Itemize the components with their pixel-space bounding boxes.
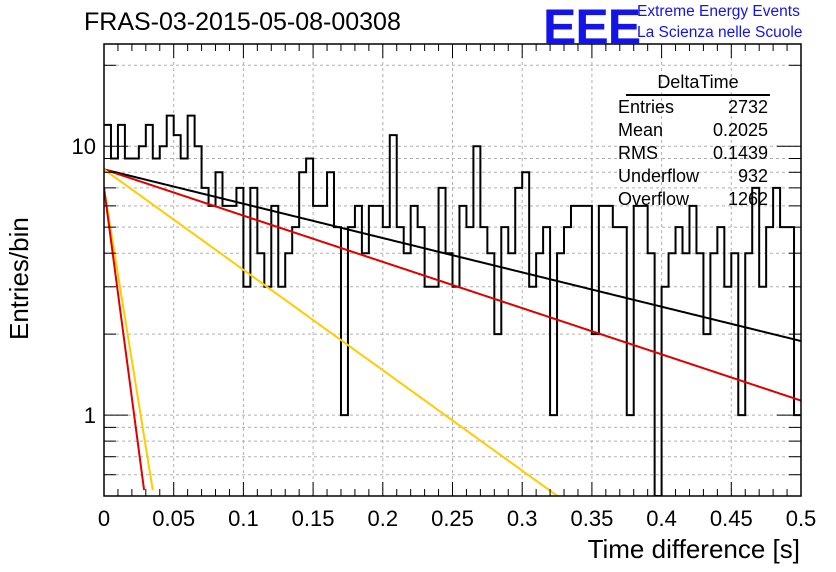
stats-row-rms: RMS 0.1439 xyxy=(612,142,778,165)
stats-label: Entries xyxy=(618,97,675,117)
y-tick-label: 1 xyxy=(84,403,96,428)
x-tick-label: 0.4 xyxy=(646,506,677,531)
y-tick-label: 10 xyxy=(72,134,96,159)
histogram-series xyxy=(104,114,801,496)
stats-value: 1262 xyxy=(727,189,768,209)
x-tick-label: 0.1 xyxy=(228,506,259,531)
x-tick-label: 0.05 xyxy=(152,506,195,531)
x-tick-label: 0.2 xyxy=(368,506,399,531)
logo-subtitle-2: La Scienza nelle Scuole xyxy=(637,24,803,41)
x-tick-label: 0 xyxy=(98,506,110,531)
stats-title: DeltaTime xyxy=(626,73,770,96)
stats-value: 932 xyxy=(737,166,768,186)
eee-logo: EEE xyxy=(543,0,641,55)
chart-title: FRAS-03-2015-05-08-00308 xyxy=(84,8,401,36)
histogram-step-line xyxy=(104,114,801,496)
stats-value: 0.1439 xyxy=(712,143,768,163)
stats-label: Overflow xyxy=(618,189,690,209)
stats-label: Underflow xyxy=(618,166,700,186)
x-tick-label: 0.5 xyxy=(786,506,817,531)
axis-ticks: 0 0.05 0.1 0.15 0.2 0.25 0.3 0.35 0.4 0.45 0.5 1 10 xyxy=(72,44,817,531)
fit-curve-5 xyxy=(104,187,146,491)
fit-curve-4 xyxy=(104,187,154,491)
stats-row-overflow: Overflow 1262 xyxy=(612,188,778,211)
x-axis-label: Time difference [s] xyxy=(587,534,800,564)
stats-row-entries: Entries 2732 xyxy=(612,96,778,119)
stats-label: Mean xyxy=(618,120,664,140)
fit-curve-3 xyxy=(104,168,560,496)
x-tick-label: 0.45 xyxy=(710,506,753,531)
fit-curve-1 xyxy=(104,168,801,343)
fit-curve-2 xyxy=(104,168,801,402)
x-tick-label: 0.15 xyxy=(292,506,335,531)
stats-row-mean: Mean 0.2025 xyxy=(612,119,778,142)
y-axis-label: Entries/bin xyxy=(4,217,34,340)
stats-value: 0.2025 xyxy=(712,120,768,140)
x-tick-label: 0.25 xyxy=(431,506,474,531)
stats-box: DeltaTime Entries 2732 Mean 0.2025 RMS 0… xyxy=(612,73,778,211)
fit-curves xyxy=(104,168,801,496)
stats-value: 2732 xyxy=(727,97,768,117)
x-tick-label: 0.35 xyxy=(570,506,613,531)
x-tick-label: 0.3 xyxy=(507,506,538,531)
logo-subtitle-1: Extreme Energy Events xyxy=(637,3,800,20)
stats-label: RMS xyxy=(618,143,658,163)
stats-row-underflow: Underflow 932 xyxy=(612,165,778,188)
